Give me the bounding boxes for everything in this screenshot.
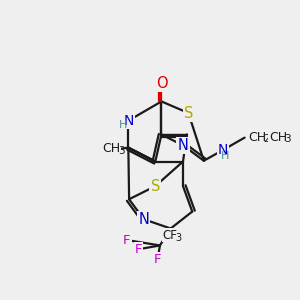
Text: CH: CH — [248, 131, 267, 144]
Text: 3: 3 — [118, 146, 125, 156]
Text: N: N — [178, 138, 188, 153]
Text: F: F — [135, 243, 142, 256]
Text: N: N — [218, 143, 228, 157]
Text: CH: CH — [102, 142, 121, 155]
Text: H: H — [221, 151, 230, 161]
Text: 3: 3 — [284, 134, 290, 144]
Text: CH: CH — [269, 131, 287, 144]
Text: CF: CF — [162, 229, 177, 242]
Text: H: H — [119, 119, 127, 130]
Text: F: F — [154, 253, 161, 266]
Text: N: N — [138, 212, 149, 227]
Text: S: S — [184, 106, 193, 121]
Text: 3: 3 — [175, 233, 182, 243]
Text: N: N — [123, 114, 134, 128]
Text: 2: 2 — [263, 134, 270, 144]
Text: F: F — [123, 233, 130, 247]
Text: O: O — [156, 76, 167, 91]
Text: S: S — [151, 178, 160, 194]
